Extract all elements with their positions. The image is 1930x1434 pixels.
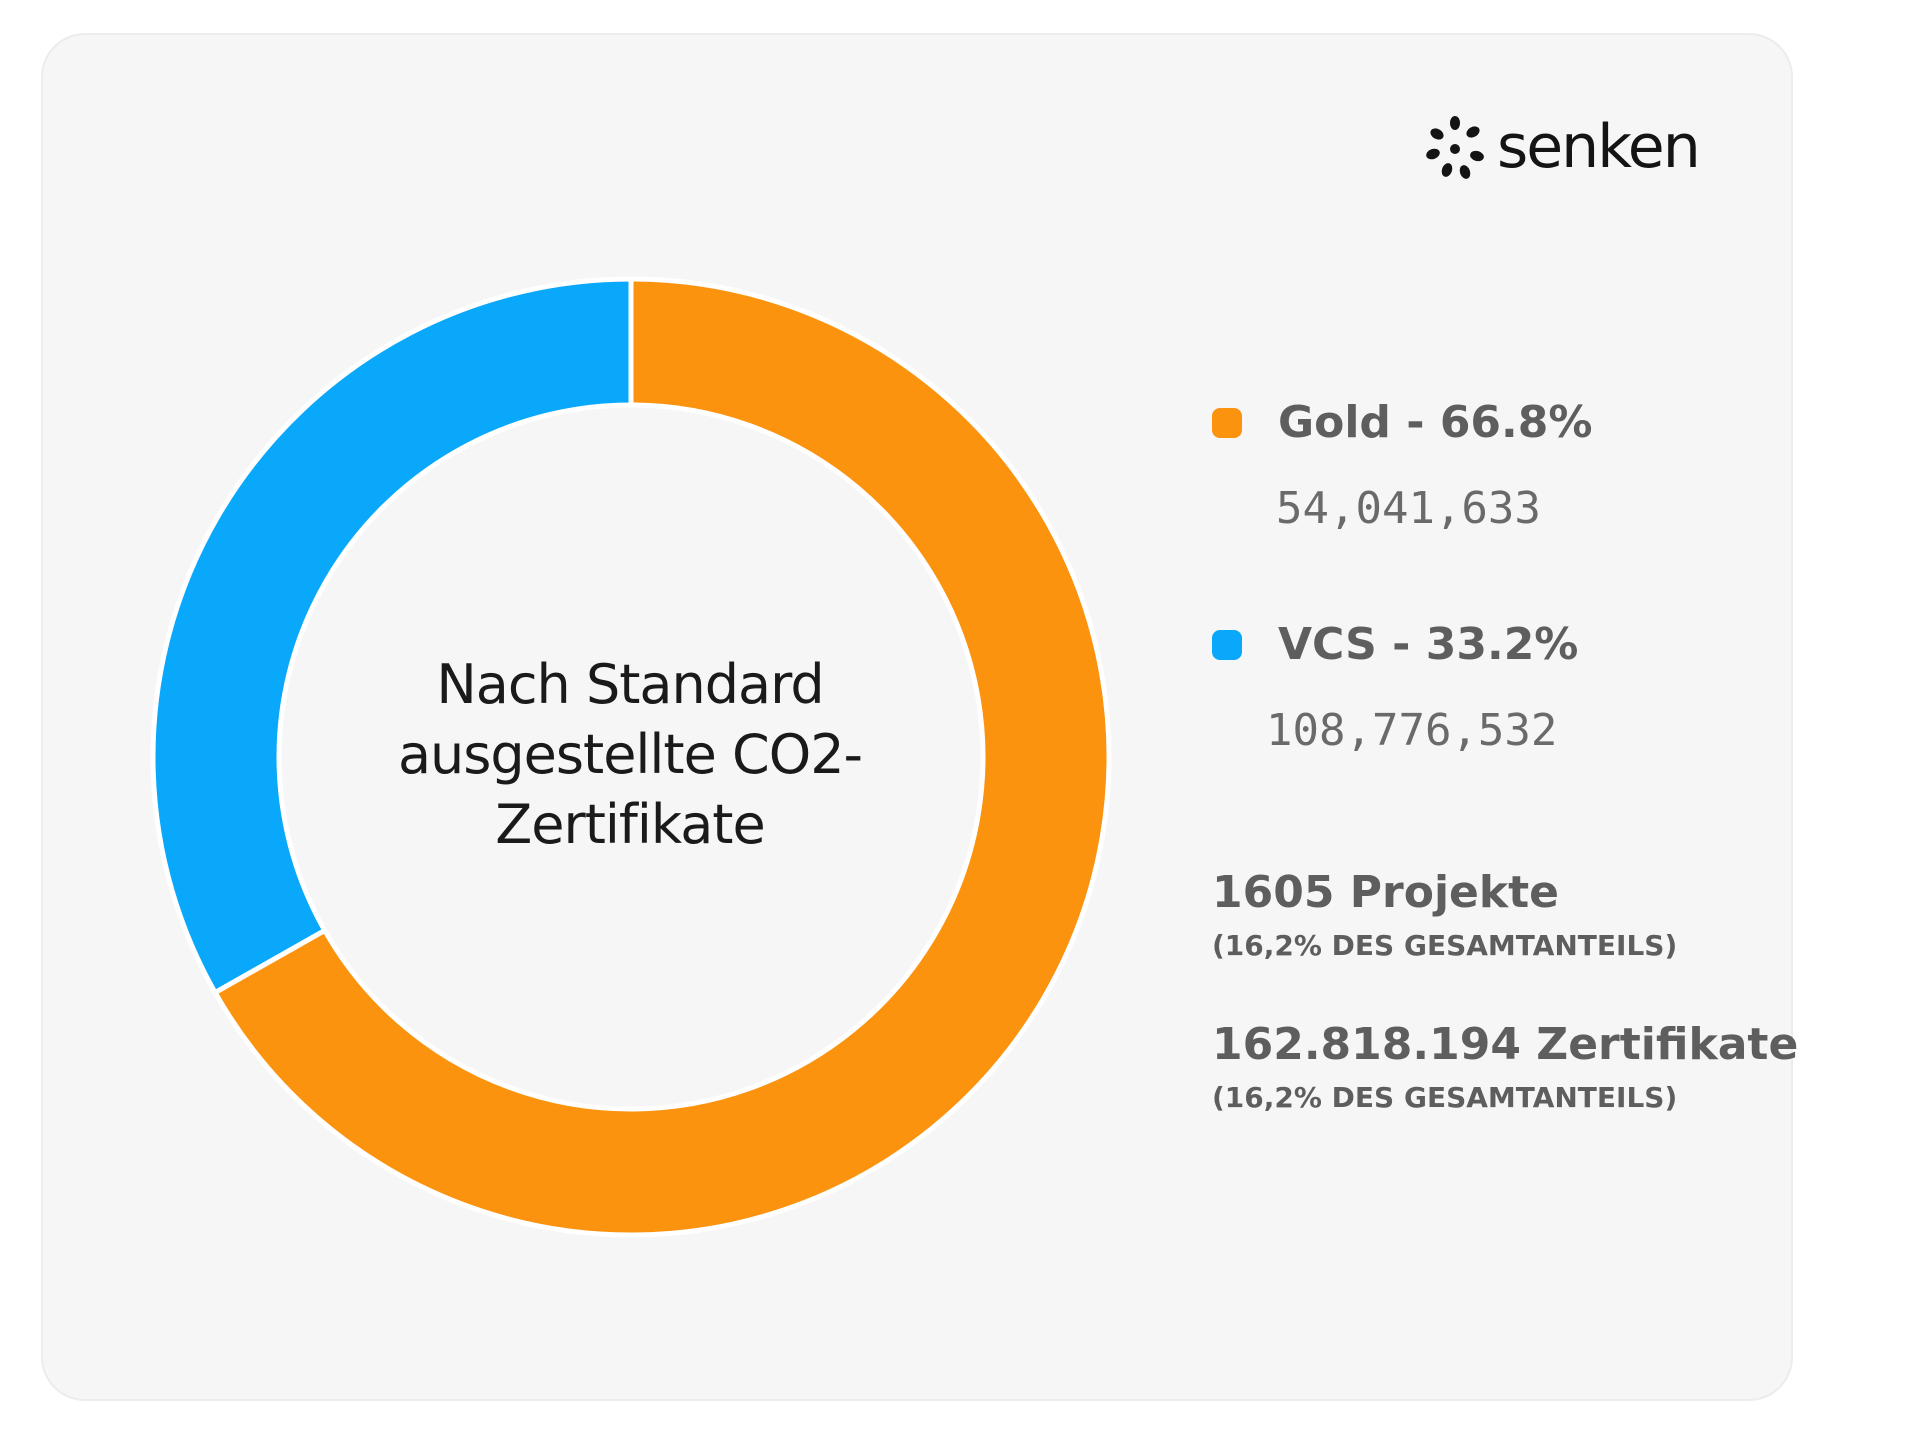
- legend-value-gold: 54,041,633: [1276, 483, 1541, 534]
- legend-swatch-gold: [1212, 408, 1242, 438]
- stat-projects-share: (16,2% DES GESAMTANTEILS): [1212, 929, 1678, 962]
- stat-certificates: 162.818.194 Zertifikate: [1212, 1019, 1799, 1070]
- chart-title-line-3: Zertifikate: [495, 793, 765, 856]
- senken-logo: senken: [1425, 112, 1725, 182]
- donut-slice-vcs: [150, 276, 634, 996]
- chart-card: [41, 33, 1793, 1401]
- legend-label-vcs: VCS - 33.2%: [1278, 619, 1579, 670]
- brand-name: senken: [1497, 112, 1701, 182]
- stat-certificates-share: (16,2% DES GESAMTANTEILS): [1212, 1081, 1678, 1114]
- chart-title: Nach Standard ausgestellte CO2- Zertifik…: [340, 650, 920, 860]
- chart-title-line-2: ausgestellte CO2-: [397, 723, 863, 786]
- legend-value-vcs: 108,776,532: [1266, 705, 1558, 756]
- stat-projects: 1605 Projekte: [1212, 867, 1560, 918]
- flower-dots-logo-icon: [1426, 116, 1484, 179]
- donut-slice-gold: [211, 276, 1112, 1238]
- legend-swatch-vcs: [1212, 630, 1242, 660]
- legend-label-gold: Gold - 66.8%: [1278, 397, 1593, 448]
- chart-title-line-1: Nach Standard: [436, 653, 824, 716]
